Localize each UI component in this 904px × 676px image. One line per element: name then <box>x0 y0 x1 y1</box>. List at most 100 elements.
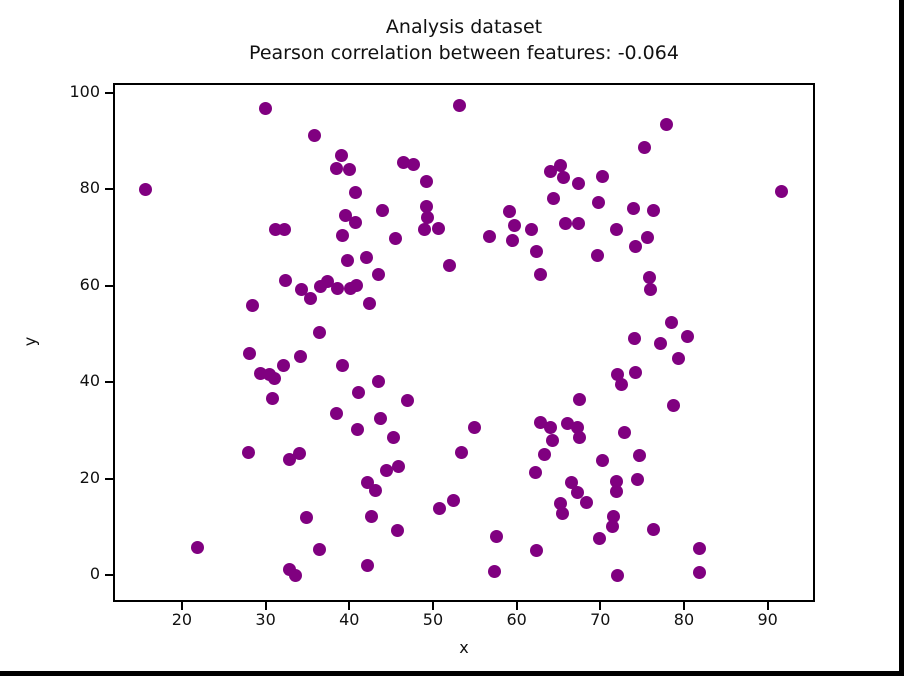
scatter-point <box>400 393 414 407</box>
scatter-point <box>279 273 293 287</box>
scatter-point <box>351 386 365 400</box>
scatter-point <box>610 367 624 381</box>
x-tick-mark <box>180 602 183 610</box>
scatter-point <box>543 420 557 434</box>
scatter-point <box>407 158 421 172</box>
scatter-point <box>553 159 567 173</box>
scatter-point <box>420 211 434 225</box>
scatter-point <box>397 156 411 170</box>
y-tick-mark <box>105 188 113 191</box>
scatter-point <box>543 164 557 178</box>
scatter-point <box>647 522 661 536</box>
scatter-point <box>502 204 516 218</box>
scatter-point <box>488 564 502 578</box>
scatter-point <box>336 228 350 242</box>
scatter-point <box>468 421 482 435</box>
x-tick-label: 30 <box>255 610 276 629</box>
scatter-point <box>391 523 405 537</box>
scatter-point <box>571 420 585 434</box>
scatter-point <box>592 531 606 545</box>
y-tick-mark <box>105 477 113 480</box>
scatter-point <box>341 253 355 267</box>
scatter-point <box>525 223 539 237</box>
scatter-point <box>609 474 623 488</box>
scatter-point <box>361 559 375 573</box>
scatter-point <box>312 543 326 557</box>
scatter-point <box>373 412 387 426</box>
scatter-point <box>537 447 551 461</box>
y-tick-mark <box>105 381 113 384</box>
scatter-point <box>618 426 632 440</box>
x-tick-mark <box>348 602 351 610</box>
scatter-point <box>392 459 406 473</box>
scatter-point <box>572 392 586 406</box>
y-tick-label: 80 <box>79 178 100 198</box>
scatter-point <box>667 399 681 413</box>
scatter-point <box>482 229 496 243</box>
x-tick-label: 90 <box>757 610 778 629</box>
scatter-point <box>362 296 376 310</box>
scatter-point <box>505 233 519 247</box>
scatter-point <box>558 216 572 230</box>
scatter-point <box>293 446 307 460</box>
scatter-point <box>350 278 364 292</box>
scatter-point <box>304 292 318 306</box>
scatter-point <box>508 218 522 232</box>
scatter-point <box>268 372 282 386</box>
y-axis-label: y <box>20 336 40 347</box>
scatter-point <box>308 128 322 142</box>
scatter-point <box>265 391 279 405</box>
scatter-point <box>654 336 668 350</box>
scatter-point <box>554 496 568 510</box>
scatter-point <box>419 174 433 188</box>
plot-area <box>113 83 815 602</box>
scatter-point <box>321 274 335 288</box>
scatter-point <box>556 507 570 521</box>
scatter-point <box>591 248 605 262</box>
scatter-point <box>276 359 290 373</box>
x-tick-mark <box>766 602 769 610</box>
scatter-point <box>528 466 542 480</box>
scatter-point <box>376 203 390 217</box>
scatter-point <box>579 495 593 509</box>
scatter-point <box>348 215 362 229</box>
x-tick-label: 50 <box>422 610 444 629</box>
scatter-point <box>387 430 401 444</box>
x-axis-label: x <box>459 638 469 657</box>
scatter-point <box>556 171 570 185</box>
x-tick-label: 80 <box>673 610 695 629</box>
scatter-point <box>614 377 628 391</box>
y-tick-mark <box>105 574 113 576</box>
scatter-point <box>628 332 642 346</box>
scatter-point <box>638 140 652 154</box>
scatter-point <box>546 191 560 205</box>
scatter-point <box>330 406 344 420</box>
y-tick-mark <box>105 92 113 95</box>
scatter-point <box>596 170 610 184</box>
chart-title: Analysis dataset <box>385 16 543 38</box>
scatter-point <box>628 239 642 253</box>
x-tick-mark <box>682 602 685 610</box>
scatter-point <box>644 282 657 296</box>
scatter-point <box>372 267 386 281</box>
scatter-point <box>433 502 447 516</box>
scatter-point <box>277 222 291 236</box>
window-border-right <box>899 0 904 676</box>
scatter-point <box>443 258 457 272</box>
scatter-point <box>530 244 544 258</box>
scatter-point <box>641 231 655 245</box>
scatter-point <box>138 182 152 196</box>
scatter-point <box>372 374 386 388</box>
scatter-point <box>631 472 645 486</box>
scatter-point <box>245 298 259 312</box>
scatter-point <box>611 568 625 582</box>
scatter-point <box>533 267 547 281</box>
scatter-point <box>530 544 544 558</box>
scatter-point <box>418 223 432 237</box>
scatter-point <box>627 202 641 216</box>
window-border-bottom <box>0 671 904 676</box>
x-tick-label: 60 <box>506 610 527 629</box>
scatter-point <box>379 464 393 478</box>
scatter-point <box>312 325 326 339</box>
scatter-point <box>672 351 686 365</box>
